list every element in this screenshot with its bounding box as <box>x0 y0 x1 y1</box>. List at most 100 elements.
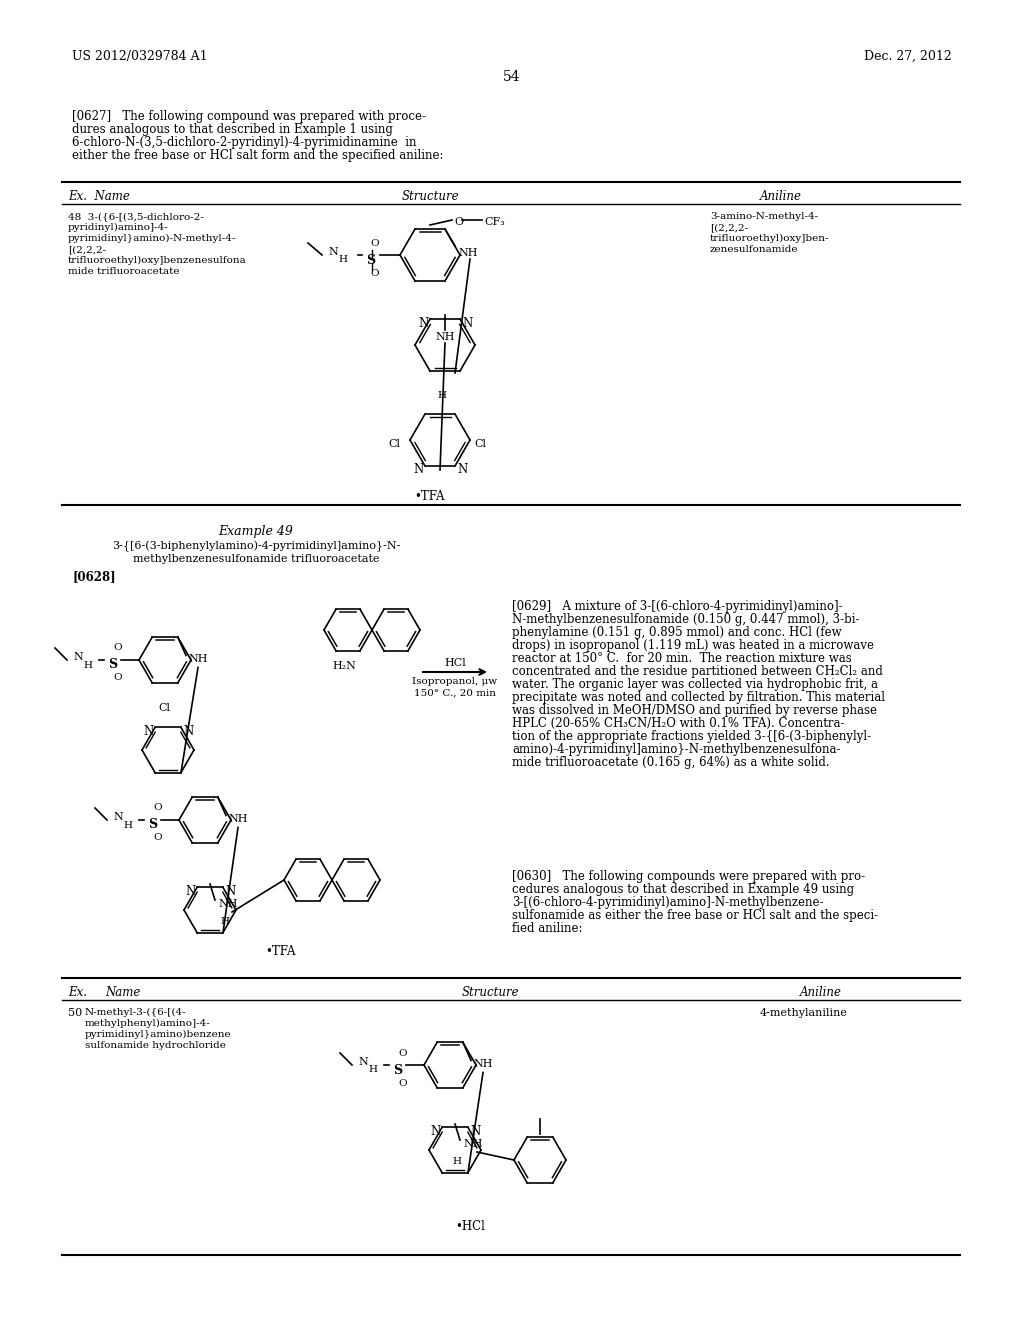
Text: O: O <box>454 216 463 227</box>
Text: N: N <box>185 884 196 898</box>
Text: 54: 54 <box>503 70 521 84</box>
Text: N: N <box>358 1057 368 1067</box>
Text: mide trifluoroacetate (0.165 g, 64%) as a white solid.: mide trifluoroacetate (0.165 g, 64%) as … <box>512 756 829 770</box>
Text: 150° C., 20 min: 150° C., 20 min <box>414 689 496 698</box>
Text: N: N <box>143 725 154 738</box>
Text: 48  3-({6-[(3,5-dichloro-2-: 48 3-({6-[(3,5-dichloro-2- <box>68 213 204 220</box>
Text: sulfonamide hydrochloride: sulfonamide hydrochloride <box>85 1041 226 1049</box>
Text: •HCl: •HCl <box>455 1220 485 1233</box>
Text: methylbenzenesulfonamide trifluoroacetate: methylbenzenesulfonamide trifluoroacetat… <box>133 554 379 564</box>
Text: O: O <box>153 833 162 842</box>
Text: Cl: Cl <box>474 440 486 449</box>
Text: Cl: Cl <box>158 704 170 713</box>
Text: NH: NH <box>228 814 248 825</box>
Text: tion of the appropriate fractions yielded 3-{[6-(3-biphenylyl-: tion of the appropriate fractions yielde… <box>512 730 871 743</box>
Text: NH: NH <box>458 248 477 257</box>
Text: reactor at 150° C.  for 20 min.  The reaction mixture was: reactor at 150° C. for 20 min. The react… <box>512 652 852 665</box>
Text: 3-[(6-chloro-4-pyrimidinyl)amino]-N-methylbenzene-: 3-[(6-chloro-4-pyrimidinyl)amino]-N-meth… <box>512 896 823 909</box>
Text: concentrated and the residue partitioned between CH₂Cl₂ and: concentrated and the residue partitioned… <box>512 665 883 678</box>
Text: pyrimidinyl}amino)-N-methyl-4-: pyrimidinyl}amino)-N-methyl-4- <box>68 234 237 243</box>
Text: pyridinyl)amino]-4-: pyridinyl)amino]-4- <box>68 223 169 232</box>
Text: trifluoroethyl)oxy]ben-: trifluoroethyl)oxy]ben- <box>710 234 829 243</box>
Text: N: N <box>470 1125 480 1138</box>
Text: zenesulfonamide: zenesulfonamide <box>710 246 799 253</box>
Text: sulfonamide as either the free base or HCl salt and the speci-: sulfonamide as either the free base or H… <box>512 909 879 921</box>
Text: H: H <box>452 1158 461 1167</box>
Text: H: H <box>338 256 347 264</box>
Text: NH: NH <box>435 333 455 342</box>
Text: Dec. 27, 2012: Dec. 27, 2012 <box>864 50 952 63</box>
Text: was dissolved in MeOH/DMSO and purified by reverse phase: was dissolved in MeOH/DMSO and purified … <box>512 704 877 717</box>
Text: O: O <box>370 239 379 248</box>
Text: N: N <box>113 812 123 822</box>
Text: Name: Name <box>105 986 140 999</box>
Text: S: S <box>108 659 117 672</box>
Text: S: S <box>148 818 157 832</box>
Text: Ex.  Name: Ex. Name <box>68 190 130 203</box>
Text: [0628]: [0628] <box>72 570 116 583</box>
Text: O: O <box>113 644 122 652</box>
Text: 3-{[6-(3-biphenylylamino)-4-pyrimidinyl]amino}-N-: 3-{[6-(3-biphenylylamino)-4-pyrimidinyl]… <box>112 541 400 552</box>
Text: NH: NH <box>473 1060 493 1069</box>
Text: precipitate was noted and collected by filtration. This material: precipitate was noted and collected by f… <box>512 690 885 704</box>
Text: N: N <box>430 1125 440 1138</box>
Text: Isopropanol, μw: Isopropanol, μw <box>413 677 498 686</box>
Text: O: O <box>398 1078 407 1088</box>
Text: water. The organic layer was collected via hydrophobic frit, a: water. The organic layer was collected v… <box>512 678 878 690</box>
Text: •TFA: •TFA <box>415 490 445 503</box>
Text: mide trifluoroacetate: mide trifluoroacetate <box>68 267 179 276</box>
Text: [(2,2,2-: [(2,2,2- <box>710 223 749 232</box>
Text: N: N <box>73 652 83 663</box>
Text: Example 49: Example 49 <box>218 525 294 539</box>
Text: phenylamine (0.151 g, 0.895 mmol) and conc. HCl (few: phenylamine (0.151 g, 0.895 mmol) and co… <box>512 626 842 639</box>
Text: S: S <box>393 1064 402 1077</box>
Text: HPLC (20-65% CH₃CN/H₂O with 0.1% TFA). Concentra-: HPLC (20-65% CH₃CN/H₂O with 0.1% TFA). C… <box>512 717 845 730</box>
Text: H₂N: H₂N <box>332 661 356 671</box>
Text: [0629]   A mixture of 3-[(6-chloro-4-pyrimidinyl)amino]-: [0629] A mixture of 3-[(6-chloro-4-pyrim… <box>512 601 843 612</box>
Text: either the free base or HCl salt form and the specified aniline:: either the free base or HCl salt form an… <box>72 149 443 162</box>
Text: Cl: Cl <box>388 440 400 449</box>
Text: H: H <box>123 821 132 829</box>
Text: O: O <box>153 804 162 813</box>
Text: N: N <box>183 725 194 738</box>
Text: pyrimidinyl}amino)benzene: pyrimidinyl}amino)benzene <box>85 1030 231 1039</box>
Text: S: S <box>366 253 375 267</box>
Text: trifluoroethyl)oxy]benzenesulfona: trifluoroethyl)oxy]benzenesulfona <box>68 256 247 265</box>
Text: N-methyl-3-({6-[(4-: N-methyl-3-({6-[(4- <box>85 1008 186 1018</box>
Text: Structure: Structure <box>461 986 519 999</box>
Text: N: N <box>462 317 472 330</box>
Text: [(2,2,2-: [(2,2,2- <box>68 246 106 253</box>
Text: N: N <box>457 463 467 477</box>
Text: Aniline: Aniline <box>800 986 842 999</box>
Text: 6-chloro-N-(3,5-dichloro-2-pyridinyl)-4-pyrimidinamine  in: 6-chloro-N-(3,5-dichloro-2-pyridinyl)-4-… <box>72 136 417 149</box>
Text: US 2012/0329784 A1: US 2012/0329784 A1 <box>72 50 208 63</box>
Text: Structure: Structure <box>401 190 459 203</box>
Text: Aniline: Aniline <box>760 190 802 203</box>
Text: dures analogous to that described in Example 1 using: dures analogous to that described in Exa… <box>72 123 393 136</box>
Text: O: O <box>113 673 122 682</box>
Text: [0627]   The following compound was prepared with proce-: [0627] The following compound was prepar… <box>72 110 426 123</box>
Text: H: H <box>437 392 446 400</box>
Text: 4-methylaniline: 4-methylaniline <box>760 1008 848 1018</box>
Text: N: N <box>418 317 428 330</box>
Text: drops) in isopropanol (1.119 mL) was heated in a microwave: drops) in isopropanol (1.119 mL) was hea… <box>512 639 874 652</box>
Text: N: N <box>225 884 236 898</box>
Text: Ex.: Ex. <box>68 986 87 999</box>
Text: H: H <box>83 660 92 669</box>
Text: N: N <box>328 247 338 257</box>
Text: NH: NH <box>463 1139 482 1148</box>
Text: methylphenyl)amino]-4-: methylphenyl)amino]-4- <box>85 1019 211 1028</box>
Text: HCl: HCl <box>444 657 466 668</box>
Text: NH: NH <box>188 655 208 664</box>
Text: H: H <box>368 1065 377 1074</box>
Text: cedures analogous to that described in Example 49 using: cedures analogous to that described in E… <box>512 883 854 896</box>
Text: N: N <box>413 463 423 477</box>
Text: •TFA: •TFA <box>265 945 296 958</box>
Text: NH: NH <box>218 899 238 909</box>
Text: [0630]   The following compounds were prepared with pro-: [0630] The following compounds were prep… <box>512 870 865 883</box>
Text: 3-amino-N-methyl-4-: 3-amino-N-methyl-4- <box>710 213 818 220</box>
Text: O: O <box>398 1048 407 1057</box>
Text: CF₃: CF₃ <box>484 216 505 227</box>
Text: N-methylbenzenesulfonamide (0.150 g, 0.447 mmol), 3-bi-: N-methylbenzenesulfonamide (0.150 g, 0.4… <box>512 612 859 626</box>
Text: H: H <box>220 917 229 927</box>
